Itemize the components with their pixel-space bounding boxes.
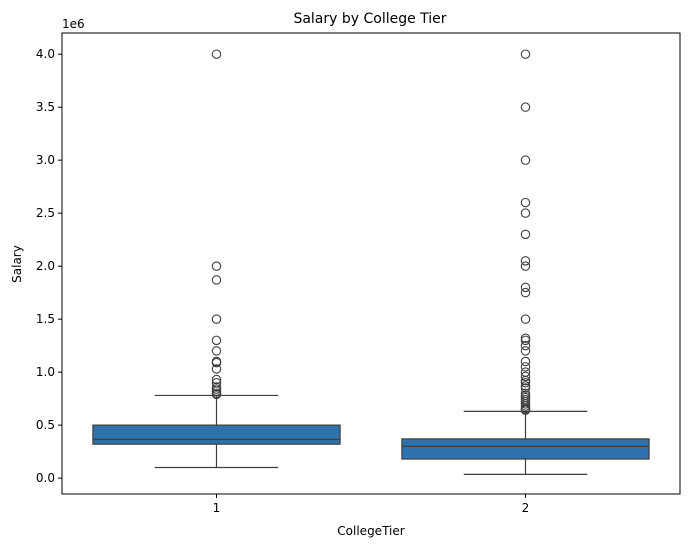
- outlier-point: [211, 261, 222, 271]
- outlier-point: [211, 389, 222, 400]
- outlier-point: [211, 335, 222, 346]
- outlier-point: [520, 208, 531, 218]
- outlier-point: [520, 377, 531, 388]
- y-tick-label: 4.0: [36, 47, 55, 61]
- box-group-tier-1: [92, 49, 341, 469]
- outlier-point: [520, 282, 531, 293]
- y-axis-label: Salary: [10, 245, 24, 283]
- outlier-point: [520, 383, 531, 393]
- outlier-point: [520, 405, 531, 416]
- outlier-point: [211, 357, 222, 368]
- outlier-point: [211, 346, 222, 356]
- outlier-point: [520, 155, 531, 165]
- outlier-point: [520, 314, 531, 324]
- outlier-point: [520, 256, 531, 266]
- plot-area: [92, 49, 650, 475]
- outlier-point: [520, 340, 531, 351]
- y-tick-label: 2.5: [36, 206, 55, 220]
- y-tick-label: 1.0: [36, 365, 55, 379]
- outlier-point: [520, 197, 531, 208]
- outlier-point: [520, 362, 531, 372]
- outlier-point: [520, 346, 531, 356]
- y-tick-label: 3.5: [36, 100, 55, 114]
- plot-frame: [61, 32, 681, 495]
- outlier-point: [520, 371, 531, 382]
- x-axis-label: CollegeTier: [337, 524, 404, 538]
- outlier-point: [520, 229, 531, 240]
- iqr-box: [401, 438, 650, 460]
- outlier-point: [211, 374, 222, 385]
- outlier-point: [520, 102, 531, 112]
- y-axis-offset-label: 1e6: [62, 17, 85, 31]
- chart-title: Salary by College Tier: [293, 11, 446, 27]
- outlier-point: [520, 261, 531, 271]
- outlier-point: [520, 49, 531, 59]
- axes: 0.0 0.5 1.0 1.5 2.0 2.5 3.0 3.5 4.0 1 2: [36, 32, 681, 515]
- outlier-point: [211, 314, 222, 324]
- outlier-point: [211, 49, 222, 59]
- outlier-point: [520, 356, 531, 367]
- outlier-point: [520, 287, 531, 298]
- y-tick-label: 1.5: [36, 312, 55, 326]
- box-group-tier-2: [401, 49, 650, 475]
- y-tick-label: 0.0: [36, 471, 55, 485]
- y-tick-label: 2.0: [36, 259, 55, 273]
- y-tick-label: 3.0: [36, 153, 55, 167]
- iqr-box: [92, 424, 341, 445]
- y-tick-label: 0.5: [36, 418, 55, 432]
- x-tick-label: 1: [213, 501, 221, 515]
- outlier-point: [520, 335, 531, 346]
- outlier-point: [211, 364, 222, 374]
- outlier-point: [211, 275, 222, 285]
- x-tick-label: 2: [522, 501, 530, 515]
